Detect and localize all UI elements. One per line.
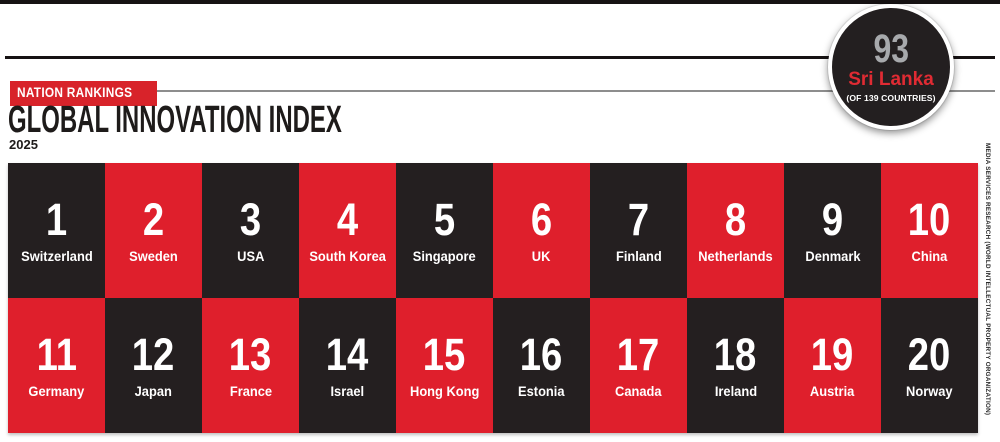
tile-rank-number: 3: [239, 194, 262, 245]
tile-country-label: Denmark: [804, 248, 861, 264]
year-label: 2025: [9, 137, 38, 152]
ranking-tile: 17 Canada: [590, 298, 687, 433]
ranking-tile: 10 China: [881, 163, 978, 298]
ranking-tile: 13 France: [202, 298, 299, 433]
tile-rank-number: 14: [326, 329, 369, 380]
header-rule-thin: [135, 90, 995, 92]
ranking-tile: 2 Sweden: [105, 163, 202, 298]
tile-country-label: Switzerland: [20, 248, 93, 264]
tile-rank-number: 17: [617, 329, 660, 380]
ranking-tile: 16 Estonia: [493, 298, 590, 433]
tile-rank-number: 18: [714, 329, 757, 380]
tile-rank-number: 11: [36, 329, 77, 380]
tile-country-label: USA: [236, 248, 265, 264]
badge-country-label: Sri Lanka: [848, 69, 934, 91]
tile-rank-number: 4: [336, 194, 359, 245]
kicker-badge: NATION RANKINGS: [10, 81, 157, 106]
tile-rank-number: 6: [530, 194, 553, 245]
ranking-tile: 5 Singapore: [396, 163, 493, 298]
tile-country-label: Ireland: [714, 383, 757, 399]
ranking-tile: 8 Netherlands: [687, 163, 784, 298]
tile-rank-number: 5: [433, 194, 456, 245]
ranking-tile: 3 USA: [202, 163, 299, 298]
tile-country-label: South Korea: [309, 248, 386, 264]
ranking-tile: 19 Austria: [784, 298, 881, 433]
ranking-tile: 9 Denmark: [784, 163, 881, 298]
tile-country-label: Estonia: [518, 383, 565, 399]
tile-rank-number: 19: [811, 329, 854, 380]
rank-badge: 93 Sri Lanka (OF 139 COUNTRIES): [828, 4, 954, 130]
tile-rank-number: 13: [229, 329, 272, 380]
tile-rank-number: 1: [45, 194, 68, 245]
tile-rank-number: 8: [724, 194, 747, 245]
ranking-tile: 6 UK: [493, 163, 590, 298]
tile-country-label: Austria: [810, 383, 855, 399]
tile-rank-number: 2: [142, 194, 165, 245]
header-rule-thick: [5, 56, 995, 59]
tile-country-label: Hong Kong: [409, 383, 480, 399]
source-credit-caption: MEDIA SERVICES RESEARCH (WORLD INTELLECT…: [984, 143, 991, 416]
tile-country-label: UK: [532, 248, 551, 264]
tile-country-label: Singapore: [413, 248, 476, 264]
tile-country-label: Germany: [28, 383, 85, 399]
tile-country-label: Canada: [615, 383, 662, 399]
tile-rank-number: 10: [908, 194, 951, 245]
tile-rank-number: 16: [520, 329, 563, 380]
ranking-tile: 15 Hong Kong: [396, 298, 493, 433]
tile-rank-number: 7: [627, 194, 650, 245]
rankings-grid: 1 Switzerland 2 Sweden 3 USA 4 South Korea 5 Sing…: [8, 163, 978, 433]
tile-rank-number: 20: [908, 329, 951, 380]
ranking-tile: 4 South Korea: [299, 163, 396, 298]
ranking-tile: 11 Germany: [8, 298, 105, 433]
tile-rank-number: 9: [821, 194, 844, 245]
tile-rank-number: 12: [132, 329, 175, 380]
tile-country-label: Sweden: [129, 248, 178, 264]
tile-rank-number: 15: [423, 329, 466, 380]
tile-country-label: Netherlands: [698, 248, 773, 264]
ranking-tile: 18 Ireland: [687, 298, 784, 433]
page-title: GLOBAL INNOVATION INDEX: [8, 99, 342, 141]
ranking-tile: 14 Israel: [299, 298, 396, 433]
tile-country-label: Israel: [330, 383, 365, 399]
kicker-label: NATION RANKINGS: [17, 85, 133, 100]
tile-country-label: Norway: [906, 383, 953, 399]
ranking-tile: 1 Switzerland: [8, 163, 105, 298]
ranking-tile: 12 Japan: [105, 298, 202, 433]
ranking-tile: 7 Finland: [590, 163, 687, 298]
badge-rank-number: 93: [873, 27, 909, 72]
tile-country-label: France: [229, 383, 272, 399]
ranking-tile: 20 Norway: [881, 298, 978, 433]
tile-country-label: China: [911, 248, 948, 264]
tile-country-label: Japan: [134, 383, 173, 399]
badge-note: (OF 139 COUNTRIES): [846, 92, 936, 103]
tile-country-label: Finland: [615, 248, 662, 264]
top-divider-bar: [0, 0, 1000, 4]
